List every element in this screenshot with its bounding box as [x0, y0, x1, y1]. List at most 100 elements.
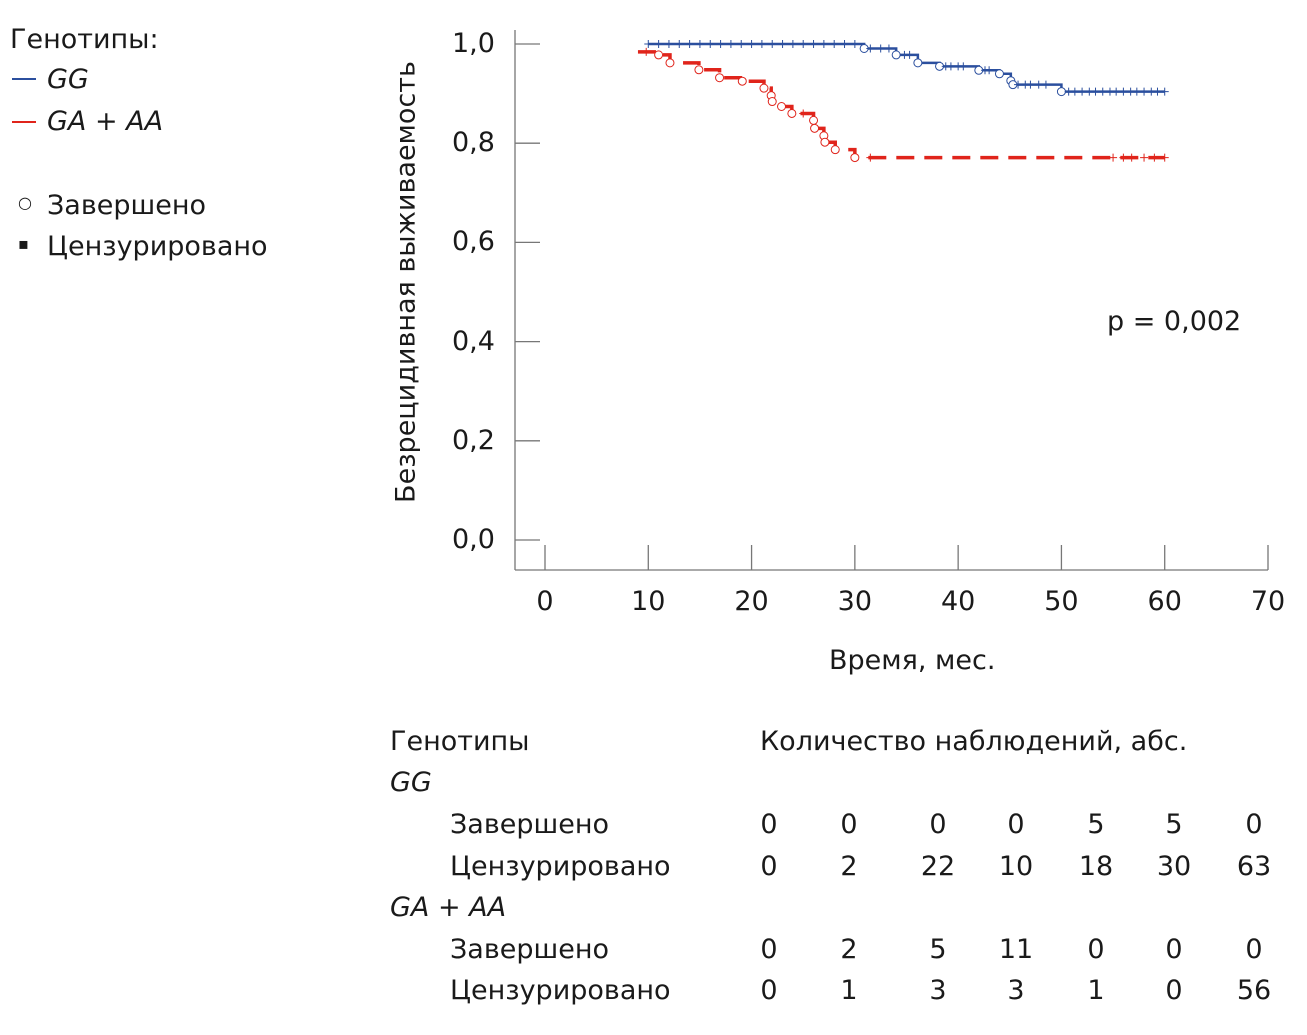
- legend-label-gg: GG: [47, 64, 89, 95]
- table-cell: 2: [840, 851, 858, 882]
- censor-marker: [1014, 80, 1023, 89]
- censor-marker: [959, 62, 968, 71]
- censor-marker: [1026, 80, 1035, 89]
- table-group-gg: GG: [390, 767, 432, 798]
- censor-marker: [747, 40, 756, 48]
- y-tick-label: 0,6: [452, 226, 495, 258]
- table-cell: 3: [1007, 975, 1025, 1006]
- x-tick-label: 60: [1147, 586, 1182, 617]
- y-tick-label: 0,4: [452, 325, 495, 357]
- event-marker: [737, 76, 747, 86]
- table-cell: 0: [1165, 934, 1183, 965]
- censor-marker: [716, 40, 725, 48]
- censor-marker: [850, 40, 859, 48]
- censor-marker: [685, 40, 694, 48]
- censor-marker: [1112, 87, 1121, 96]
- censor-marker: [654, 40, 663, 48]
- censor-marker: [1098, 87, 1107, 96]
- x-tick-label: 30: [837, 586, 873, 617]
- censor-marker: [840, 40, 849, 48]
- table-row-label: Завершено: [450, 934, 610, 965]
- censor-marker: [799, 109, 808, 118]
- censor-marker: [1150, 153, 1159, 162]
- censor-marker: [799, 40, 808, 48]
- table-header-genotypes: Генотипы: [390, 726, 530, 757]
- event-marker: [891, 50, 901, 60]
- event-marker: [759, 83, 769, 93]
- censor-marker: [1140, 153, 1149, 162]
- censor-marker: [757, 40, 766, 48]
- legend-title: Генотипы:: [10, 24, 159, 55]
- censor-marker: [884, 44, 893, 53]
- censor-marker: [1091, 87, 1100, 96]
- legend-label-censored: Цензурировано: [47, 231, 268, 262]
- survival-chart: [514, 30, 1269, 571]
- survival-curve-ga-aa: [637, 50, 1165, 160]
- censor-marker: [809, 40, 818, 48]
- table-cell: 5: [1087, 809, 1105, 840]
- survival-curve-gg: [648, 42, 1165, 93]
- completed-marker-icon: ○: [18, 193, 32, 212]
- censor-marker: [905, 50, 914, 59]
- censor-marker: [1119, 153, 1128, 162]
- censor-marker: [830, 40, 839, 48]
- table-group-ga-aa: GA + AA: [390, 892, 507, 923]
- event-marker: [1056, 87, 1066, 97]
- legend-label-completed: Завершено: [47, 190, 207, 221]
- censor-marker: [876, 44, 885, 53]
- table-cell: 3: [929, 975, 947, 1006]
- table-row-label: Цензурировано: [450, 975, 671, 1006]
- censor-marker: [695, 40, 704, 48]
- event-marker: [820, 137, 830, 147]
- table-row-label: Цензурировано: [450, 851, 671, 882]
- censor-marker: [1153, 87, 1162, 96]
- event-marker: [787, 108, 797, 118]
- censor-marker: [644, 40, 653, 48]
- censor-marker: [726, 40, 735, 48]
- table-cell: 0: [1165, 975, 1183, 1006]
- censored-marker-icon: ▪: [18, 234, 29, 253]
- censor-marker: [778, 40, 787, 48]
- censor-marker: [1127, 153, 1136, 162]
- censor-marker: [985, 66, 994, 75]
- event-marker: [767, 97, 777, 107]
- x-tick-label: 0: [536, 586, 554, 617]
- event-marker: [654, 50, 664, 60]
- table-cell: 56: [1236, 975, 1272, 1006]
- table-cell: 1: [1087, 975, 1105, 1006]
- event-marker: [809, 115, 819, 125]
- censor-marker: [1041, 80, 1050, 89]
- table-cell: 1: [840, 975, 858, 1006]
- event-marker: [994, 69, 1004, 79]
- table-row-label: Завершено: [450, 809, 610, 840]
- censor-marker: [675, 40, 684, 48]
- legend-line-gg: [12, 78, 36, 80]
- table-cell: 0: [760, 934, 778, 965]
- y-tick-label: 0,0: [452, 524, 495, 555]
- table-cell: 0: [760, 975, 778, 1006]
- x-tick-label: 50: [1044, 586, 1079, 617]
- censor-marker: [737, 40, 746, 48]
- table-header-counts: Количество наблюдений, абс.: [760, 726, 1188, 757]
- table-cell: 0: [760, 809, 778, 840]
- x-axis-label: Время, мес.: [829, 645, 996, 676]
- table-cell: 5: [1165, 809, 1183, 840]
- table-cell: 10: [998, 851, 1034, 882]
- censor-marker: [1070, 87, 1079, 96]
- event-marker: [913, 58, 923, 68]
- x-tick-label: 20: [734, 586, 769, 617]
- censor-marker: [1140, 87, 1149, 96]
- x-tick-label: 10: [631, 586, 666, 617]
- censor-marker: [866, 44, 875, 53]
- y-axis-label: Безрецидивная выживаемость: [390, 61, 422, 503]
- censor-marker: [1132, 87, 1141, 96]
- table-cell: 63: [1236, 851, 1272, 882]
- event-marker: [850, 153, 860, 163]
- censor-marker: [664, 40, 673, 48]
- censor-marker: [706, 40, 715, 48]
- censor-marker: [788, 40, 797, 48]
- x-tick-label: 70: [1250, 586, 1286, 617]
- censor-marker: [768, 40, 777, 48]
- censor-marker: [1160, 153, 1169, 162]
- censor-marker: [642, 47, 651, 56]
